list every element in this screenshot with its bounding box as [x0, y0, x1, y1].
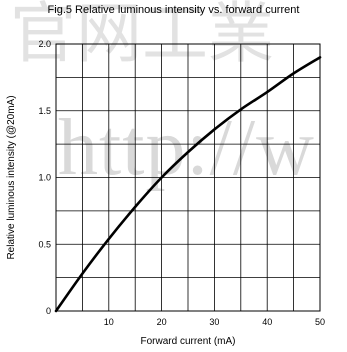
x-tick-label: 30 [209, 317, 219, 327]
x-tick-label: 10 [104, 317, 114, 327]
y-tick-labels: 0 0.5 1.0 1.5 2.0 [38, 39, 51, 316]
plot-frame [55, 43, 321, 312]
watermark-chinese: 官网工業 [10, 0, 274, 72]
x-tick-label: 20 [157, 317, 167, 327]
y-tick-label: 0.5 [38, 239, 51, 249]
x-axis-label: Forward current (mA) [140, 336, 235, 347]
chart-title: Fig.5 Relative luminous intensity vs. fo… [47, 4, 300, 16]
series-line [54, 56, 322, 313]
y-tick-label: 0 [46, 306, 51, 316]
x-tick-label: 40 [262, 317, 272, 327]
y-tick-label: 1.5 [38, 106, 51, 116]
x-tick-labels: 10 20 30 40 50 [104, 317, 325, 327]
y-tick-label: 2.0 [38, 39, 51, 49]
y-tick-label: 1.0 [38, 173, 51, 183]
y-axis-label: Relative luminous intensity (@20mA) [6, 95, 17, 259]
x-tick-label: 50 [315, 317, 325, 327]
